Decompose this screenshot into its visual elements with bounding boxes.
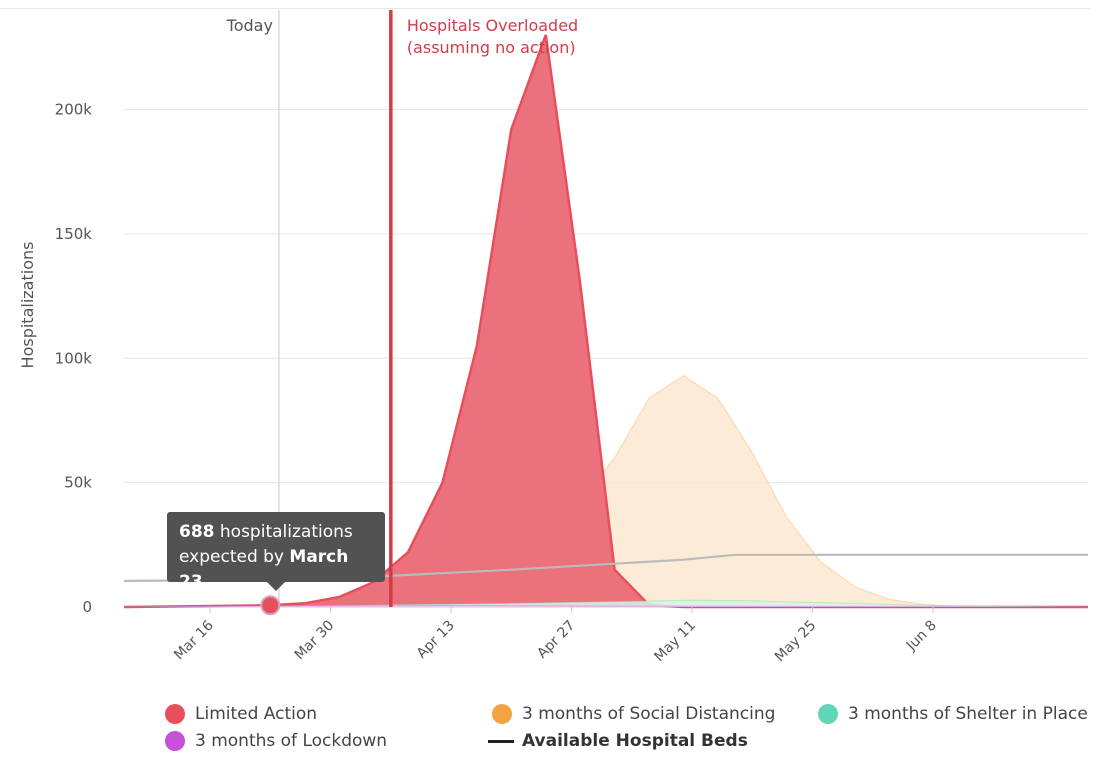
tooltip-text-2: expected by [179, 547, 290, 567]
tooltip-date: March 23 [179, 547, 349, 592]
line-3-months-of-shelter-in-place [123, 599, 1089, 608]
x-tick-label: Apr 13 [414, 618, 458, 662]
overload-label-line2: (assuming no action) [407, 38, 576, 57]
y-tick-label: 150k [55, 225, 93, 243]
legend-item-social-distancing[interactable]: 3 months of Social Distancing [492, 704, 775, 724]
legend-item-lockdown[interactable]: 3 months of Lockdown [165, 731, 387, 751]
legend-dot-shelter [818, 704, 838, 724]
tooltip-count: 688 [179, 522, 215, 542]
legend-label-limited-action: Limited Action [195, 704, 318, 724]
chart-tooltip: 688 hospitalizations expected by March 2… [167, 512, 385, 592]
legend-label-beds: Available Hospital Beds [522, 731, 748, 751]
legend-label-social-distancing: 3 months of Social Distancing [522, 704, 776, 724]
y-tick-label: 100k [55, 349, 93, 367]
today-label: Today [226, 16, 273, 35]
legend-label-shelter: 3 months of Shelter in Place [848, 704, 1088, 724]
x-tick-label: Mar 30 [292, 618, 338, 664]
y-tick-label: 50k [64, 474, 92, 492]
overload-label-line1: Hospitals Overloaded [407, 16, 578, 35]
x-tick-label: Jun 8 [903, 618, 940, 655]
area-3-months-of-lockdown [124, 605, 1088, 607]
y-axis-label: Hospitalizations [18, 242, 37, 369]
series-layer [123, 34, 1089, 609]
x-tick-label: Apr 27 [534, 618, 578, 662]
x-tick-label: May 25 [772, 618, 820, 666]
legend-item-shelter[interactable]: 3 months of Shelter in Place [818, 704, 1088, 724]
area-3-months-of-shelter-in-place [124, 600, 1088, 607]
legend-label-lockdown: 3 months of Lockdown [195, 731, 388, 751]
legend-item-beds[interactable]: Available Hospital Beds [488, 731, 748, 751]
highlighted-point [260, 595, 281, 616]
x-tick-label: May 11 [651, 618, 699, 666]
tooltip-arrow [267, 582, 285, 591]
legend-line-beds [488, 739, 514, 743]
legend-dot-lockdown [165, 731, 185, 751]
legend-dot-social-distancing [492, 704, 512, 724]
top-border [0, 8, 1090, 9]
tooltip-text-1: hospitalizations [214, 522, 353, 542]
y-tick-label: 0 [82, 598, 92, 616]
y-tick-label: 200k [55, 101, 93, 119]
x-tick-label: Mar 16 [171, 617, 217, 663]
legend-dot-limited-action [165, 704, 185, 724]
annotation-layer: Today Hospitals Overloaded (assuming no ac… [226, 10, 578, 616]
line-3-months-of-lockdown [123, 604, 1089, 608]
legend-item-limited-action[interactable]: Limited Action [165, 704, 317, 724]
